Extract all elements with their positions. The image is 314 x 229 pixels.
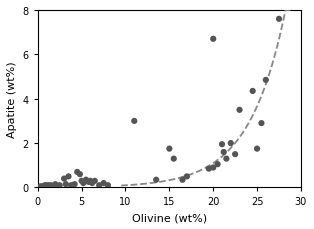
Point — [211, 38, 216, 41]
Point — [70, 184, 75, 187]
Point — [277, 18, 282, 22]
Point — [215, 163, 220, 166]
Point — [72, 183, 77, 186]
Point — [263, 79, 268, 82]
Point — [48, 184, 53, 187]
Point — [255, 147, 260, 151]
Point — [81, 181, 86, 185]
Point — [40, 185, 45, 188]
Point — [132, 120, 137, 123]
Point — [171, 157, 176, 161]
Point — [180, 178, 185, 182]
Point — [62, 177, 67, 181]
Point — [184, 175, 189, 178]
Point — [44, 184, 49, 187]
Point — [77, 173, 82, 176]
Point — [66, 175, 71, 178]
Point — [88, 179, 93, 183]
Point — [219, 143, 225, 146]
Point — [86, 180, 91, 184]
X-axis label: Olivine (wt%): Olivine (wt%) — [132, 212, 207, 222]
Point — [75, 170, 80, 174]
Point — [57, 184, 62, 187]
Point — [221, 150, 226, 154]
Point — [224, 157, 229, 161]
Point — [63, 183, 68, 186]
Point — [250, 90, 255, 93]
Point — [68, 184, 73, 187]
Point — [101, 181, 106, 185]
Point — [92, 179, 97, 183]
Point — [38, 185, 43, 188]
Point — [79, 179, 84, 183]
Point — [42, 184, 47, 187]
Point — [90, 181, 95, 185]
Point — [46, 184, 51, 187]
Point — [211, 166, 216, 170]
Point — [228, 142, 233, 145]
Point — [233, 153, 238, 156]
Point — [84, 178, 89, 182]
Y-axis label: Apatite (wt%): Apatite (wt%) — [7, 61, 17, 137]
Point — [237, 109, 242, 112]
Point — [259, 122, 264, 125]
Point — [106, 184, 111, 187]
Point — [206, 167, 211, 171]
Point — [154, 178, 159, 182]
Point — [97, 184, 102, 187]
Point — [53, 183, 58, 186]
Point — [167, 147, 172, 151]
